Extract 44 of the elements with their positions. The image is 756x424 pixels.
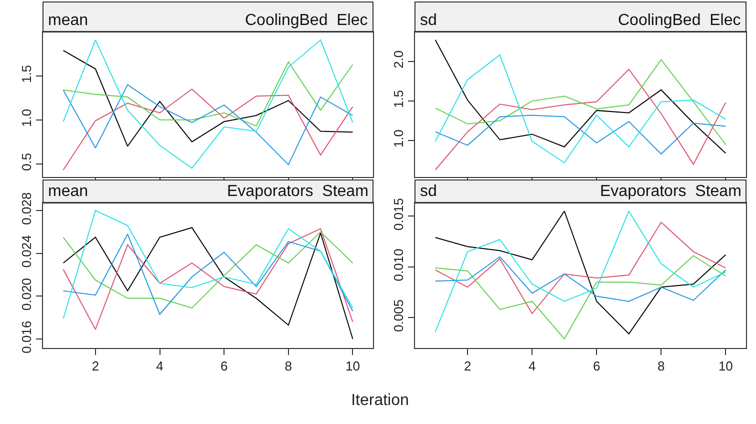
chart-title: mean <box>48 183 88 200</box>
x-tick-label: 2 <box>92 358 100 374</box>
line-series <box>62 50 354 147</box>
y-tick-label: 1.5 <box>18 64 34 84</box>
line-series <box>434 222 726 314</box>
y-tick-label: 0.028 <box>18 192 34 225</box>
x-axis-title: Iteration <box>351 392 409 410</box>
x-tick-label: 2 <box>464 358 472 374</box>
line-series <box>434 256 726 302</box>
y-tick-label: 0.005 <box>390 299 406 332</box>
x-tick-label: 8 <box>658 358 665 374</box>
y-tick-label: 0.020 <box>18 278 34 310</box>
x-tick-label: 8 <box>284 358 292 374</box>
chart-title: mean <box>48 12 88 29</box>
y-tick-label: 0.015 <box>390 198 406 231</box>
y-tick-label: 0.010 <box>390 248 406 282</box>
y-tick-label: 0.5 <box>18 152 34 171</box>
y-tick-label: 1.0 <box>18 108 34 127</box>
line-series <box>434 39 726 154</box>
x-tick-label: 4 <box>528 358 536 374</box>
line-series <box>434 54 726 164</box>
line-series <box>62 39 354 169</box>
x-tick-label: 10 <box>718 358 733 374</box>
y-tick-label: 1.5 <box>390 90 406 108</box>
chart-subtitle: CoolingBed Elec <box>245 12 368 29</box>
x-tick-label: 4 <box>156 358 164 374</box>
y-tick-label: 1.0 <box>390 130 406 148</box>
line-series <box>434 68 726 170</box>
line-series <box>62 61 354 127</box>
x-tick-label: 6 <box>220 358 228 374</box>
x-tick-label: 10 <box>346 358 360 374</box>
line-series <box>434 255 726 340</box>
chart-subtitle: Evaporators Steam <box>227 183 368 200</box>
y-tick-label: 0.016 <box>18 320 34 354</box>
y-tick-label: 0.024 <box>18 235 34 268</box>
line-series <box>434 59 726 146</box>
chart-subtitle: CoolingBed Elec <box>618 12 741 29</box>
x-tick-label: 6 <box>593 358 600 374</box>
line-series <box>434 114 726 155</box>
y-tick-label: 2.0 <box>390 50 406 68</box>
chart-title: sd <box>420 12 437 29</box>
line-series <box>62 210 354 320</box>
chart-title: sd <box>420 183 437 200</box>
chart-subtitle: Evaporators Steam <box>600 183 742 200</box>
